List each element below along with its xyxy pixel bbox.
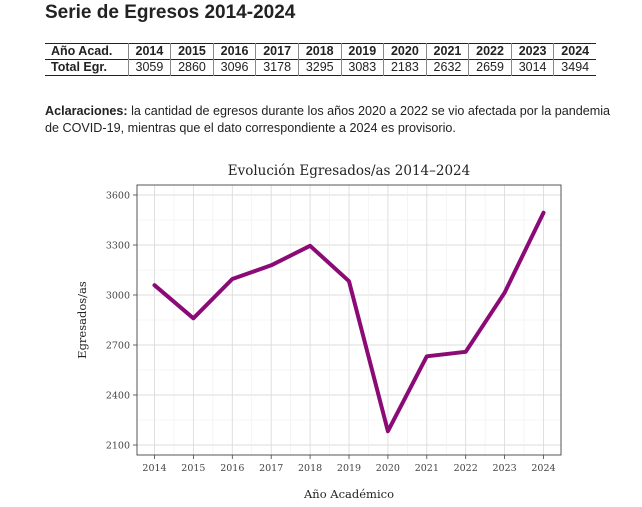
clarification-note: Aclaraciones: la cantidad de egresos dur… xyxy=(45,103,625,137)
table-cell-value: 3494 xyxy=(561,60,590,74)
table-cell-value: 2183 xyxy=(383,59,427,76)
x-tick-label: 2018 xyxy=(298,463,322,474)
table-header-year: 2014 xyxy=(128,43,172,60)
x-tick-label: 2014 xyxy=(142,463,166,474)
chart-title: Evolución Egresados/as 2014–2024 xyxy=(228,163,471,179)
y-tick-label: 3000 xyxy=(106,291,130,302)
table-cell-value: 3096 xyxy=(213,59,257,76)
x-axis-title: Año Académico xyxy=(303,487,394,501)
x-tick-label: 2023 xyxy=(493,463,517,474)
x-tick-label: 2016 xyxy=(220,463,244,474)
series-line xyxy=(152,210,546,434)
x-tick-label: 2015 xyxy=(181,463,205,474)
table-cell-value: 3083 xyxy=(341,59,385,76)
table-header-year: 2015 xyxy=(170,43,214,60)
x-tick-label: 2022 xyxy=(454,463,478,474)
table-header-year: 2016 xyxy=(213,43,257,60)
x-tick-label: 2019 xyxy=(337,463,361,474)
y-tick-label: 2100 xyxy=(106,441,130,452)
y-tick-label: 2400 xyxy=(106,391,130,402)
table-header-year: 2024 xyxy=(561,44,590,58)
note-lead: Aclaraciones: xyxy=(45,104,128,118)
table-header-year: 2023 xyxy=(511,43,555,60)
y-axis: 2100 2400 2700 3000 3300 3600 xyxy=(106,191,137,452)
line-chart: Evolución Egresados/as 2014–2024 2100 240… xyxy=(75,163,562,501)
x-tick-label: 2020 xyxy=(376,463,400,474)
table-header-year: 2020 xyxy=(383,43,427,60)
x-tick-label: 2017 xyxy=(259,463,283,474)
x-axis: 2014 2015 2016 2017 2018 2019 2020 2021 2022 2023… xyxy=(142,455,556,474)
table-header-label: Año Acad. xyxy=(45,43,129,60)
y-tick-label: 3600 xyxy=(106,191,130,202)
y-tick-label: 3300 xyxy=(106,241,130,252)
table-cell-value: 2860 xyxy=(170,59,214,76)
table-cell-value: 3295 xyxy=(298,59,342,76)
table-cell-value: 2659 xyxy=(468,59,512,76)
table-header-year: 2018 xyxy=(298,43,342,60)
table-row: Total Egr. 3059 2860 3096 3178 3295 3083 2183 2… xyxy=(45,59,596,76)
x-tick-label: 2024 xyxy=(531,463,555,474)
series-group xyxy=(152,210,546,434)
page-title: Serie de Egresos 2014-2024 xyxy=(45,2,296,23)
y-axis-title: Egresados/as xyxy=(75,281,89,359)
y-tick-label: 2700 xyxy=(106,341,130,352)
table-header-year: 2022 xyxy=(468,43,512,60)
table-cell-value: 3059 xyxy=(128,59,172,76)
table-header-year: 2019 xyxy=(341,43,385,60)
graduates-table: Año Acad. 2014 2015 2016 2017 2018 2019 2020 20… xyxy=(45,43,596,76)
x-tick-label: 2021 xyxy=(415,463,439,474)
chart-grid xyxy=(137,185,561,455)
table-cell-value: 3014 xyxy=(511,59,555,76)
table-row-label: Total Egr. xyxy=(45,59,129,76)
table-cell-value: 2632 xyxy=(426,59,470,76)
table-header-year: 2017 xyxy=(255,43,299,60)
table-header-year: 2021 xyxy=(426,43,470,60)
table-cell-value: 3178 xyxy=(255,59,299,76)
table-header-row: Año Acad. 2014 2015 2016 2017 2018 2019 2020 20… xyxy=(45,43,596,60)
note-text: la cantidad de egresos durante los años … xyxy=(45,104,611,135)
